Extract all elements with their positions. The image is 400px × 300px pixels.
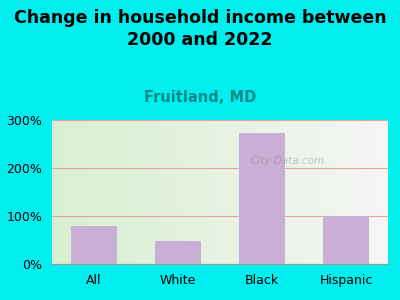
Bar — [239, 134, 285, 264]
Bar — [323, 216, 369, 264]
Text: Change in household income between
2000 and 2022: Change in household income between 2000 … — [14, 9, 386, 49]
Text: Fruitland, MD: Fruitland, MD — [144, 90, 256, 105]
Text: City-Data.com: City-Data.com — [250, 156, 324, 166]
Bar — [155, 242, 201, 264]
Bar — [71, 226, 117, 264]
